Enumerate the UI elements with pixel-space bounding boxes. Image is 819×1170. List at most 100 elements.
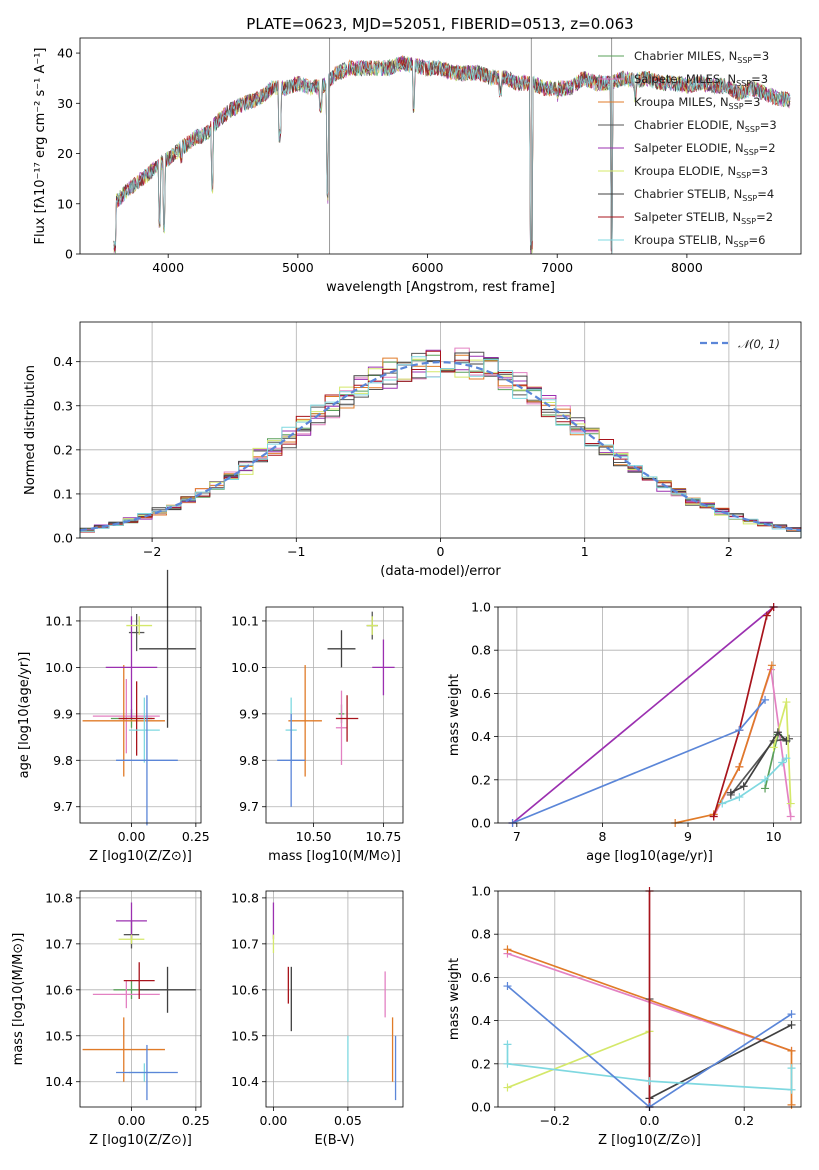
legend-subscript: SSP	[729, 102, 744, 111]
plot-area: Chabrier MILES, NSSP=3 Salpeter MILES, NS…	[113, 38, 791, 255]
weight-marker	[709, 812, 718, 821]
weight-marker	[787, 1064, 796, 1073]
x-tick-label: −2	[143, 544, 161, 559]
x-axis-label: (data-model)/error	[380, 564, 501, 579]
x-tick-label: 10	[766, 829, 782, 844]
x-axis-label: E(B-V)	[314, 1133, 354, 1148]
weight-marker	[787, 1010, 796, 1019]
legend-label: Salpeter ELODIE, NSSP=2	[634, 141, 776, 157]
legend-value: =6	[749, 233, 766, 247]
legend-label: Chabrier ELODIE, NSSP=3	[634, 118, 777, 134]
mass-vs-metallicity-panel: 0.00 0.25 10.4 10.5 10.6 10.7 10.8 Z [log10(Z/Z…	[11, 890, 210, 1148]
x-tick-label: 5000	[282, 260, 314, 275]
y-tick-label: 10.8	[231, 890, 259, 905]
y-tick-label: 10.6	[45, 982, 73, 997]
y-axis-label: mass [log10(M/M⊙)]	[11, 933, 26, 1066]
error-cross	[116, 695, 178, 826]
weight-marker	[503, 1083, 512, 1092]
weight-marker	[787, 1020, 796, 1029]
legend-subscript: SSP	[736, 171, 751, 180]
error-cross	[92, 679, 160, 754]
weight-marker	[735, 726, 744, 735]
y-tick-label: 10.5	[45, 1028, 73, 1043]
axes-border	[79, 606, 202, 824]
weight-line	[507, 1030, 650, 1089]
x-tick-label: −1	[287, 544, 305, 559]
weight-marker	[761, 784, 770, 793]
error-cross	[126, 616, 153, 635]
error-cross	[123, 962, 155, 999]
axes-border	[265, 890, 404, 1108]
axes-border	[79, 890, 202, 1108]
legend-subscript: SSP	[734, 240, 749, 249]
x-tick-label: 0.25	[182, 1113, 210, 1128]
weight-vs-metallicity-panel: −0.2 0.0 0.2 0.0 0.2 0.4 0.6 0.8 1.0 Z [log10(Z/Z…	[447, 884, 802, 1148]
axes-frame: 0.00 0.05 10.4 10.5 10.6 10.7 10.8 E(B-V)	[231, 890, 404, 1148]
plot-area	[82, 902, 196, 1101]
x-tick-label: 0.25	[182, 829, 210, 844]
y-tick-label: 0.2	[471, 1056, 491, 1071]
axes-frame: −2 −1 0 1 2 0.0 0.1 0.2 0.3 0.4 (data-model)/error…	[23, 321, 802, 579]
weight-marker	[782, 754, 791, 763]
y-tick-label: 10.1	[45, 613, 73, 628]
y-tick-label: 9.8	[53, 753, 73, 768]
y-tick-label: 9.9	[239, 706, 259, 721]
y-axis-label: mass weight	[447, 958, 462, 1040]
legend-value: =3	[752, 49, 769, 63]
legend-label: Kroupa ELODIE, NSSP=3	[634, 164, 768, 180]
error-cross	[128, 697, 160, 763]
y-tick-label: 0.6	[471, 970, 491, 985]
weight-line	[730, 730, 788, 794]
error-cross	[288, 665, 322, 777]
weight-marker	[782, 698, 791, 707]
legend-label: Kroupa STELIB, NSSP=6	[634, 233, 765, 249]
weight-marker	[761, 775, 770, 784]
x-tick-label: 0.00	[118, 829, 146, 844]
x-axis-label: Z [log10(Z/Z⊙)]	[598, 1133, 701, 1148]
gaussian-curve	[79, 360, 802, 532]
y-axis-label: Flux [fλ10⁻¹⁷ erg cm⁻² s⁻¹ A⁻¹]	[33, 48, 48, 245]
legend-value: =2	[756, 210, 773, 224]
weight-marker	[503, 1059, 512, 1068]
x-tick-label: 8000	[671, 260, 703, 275]
y-tick-label: 0.4	[471, 1013, 491, 1028]
plot-area	[277, 611, 395, 807]
legend-subscript: SSP	[745, 125, 760, 134]
y-tick-label: 0.0	[53, 531, 73, 546]
y-tick-label: 10.6	[231, 982, 259, 997]
weight-marker	[503, 982, 512, 991]
weight-marker	[787, 1046, 796, 1055]
axes-frame: 0.00 0.25 9.7 9.8 9.9 10.0 10.1 Z [log10(Z/Z⊙)]…	[17, 606, 210, 864]
y-tick-label: 10.1	[231, 613, 259, 628]
error-cross	[366, 616, 378, 635]
y-tick-label: 40	[57, 46, 73, 61]
error-cross	[335, 695, 359, 742]
weight-marker	[786, 799, 795, 808]
x-tick-label: 0.00	[118, 1113, 146, 1128]
x-axis-label: mass [log10(M/M⊙)]	[268, 849, 401, 864]
y-tick-label: 10.0	[231, 660, 259, 675]
error-cross	[118, 681, 155, 756]
x-tick-label: 7000	[541, 260, 573, 275]
residuals-panel: 𝒩(0, 1) −2 −1 0 1 2 0.0 0.1 0.2 0.3 0.4 (data-model…	[23, 321, 802, 579]
legend-subscript: SSP	[737, 56, 752, 65]
y-tick-label: 0.1	[53, 486, 73, 501]
spectrum-line	[113, 57, 791, 252]
weight-marker	[778, 758, 787, 767]
y-tick-label: 9.8	[239, 753, 259, 768]
plot-area: 𝒩(0, 1)	[79, 337, 802, 538]
y-tick-label: 0.2	[471, 772, 491, 787]
y-tick-label: 1.0	[471, 884, 491, 899]
y-tick-label: 0.6	[471, 686, 491, 701]
error-cross	[139, 569, 196, 728]
x-tick-label: 0.0	[640, 1113, 660, 1128]
y-tick-label: 0.2	[53, 442, 73, 457]
weight-marker	[718, 799, 727, 808]
error-cross	[82, 1017, 165, 1082]
weight-line	[675, 665, 773, 824]
axes-frame: 0.00 0.25 10.4 10.5 10.6 10.7 10.8 Z [log10(Z/Z…	[11, 890, 210, 1148]
plot-area	[82, 569, 196, 826]
x-tick-label: 4000	[152, 260, 184, 275]
weight-marker	[503, 1040, 512, 1049]
y-tick-label: 10.5	[231, 1028, 259, 1043]
